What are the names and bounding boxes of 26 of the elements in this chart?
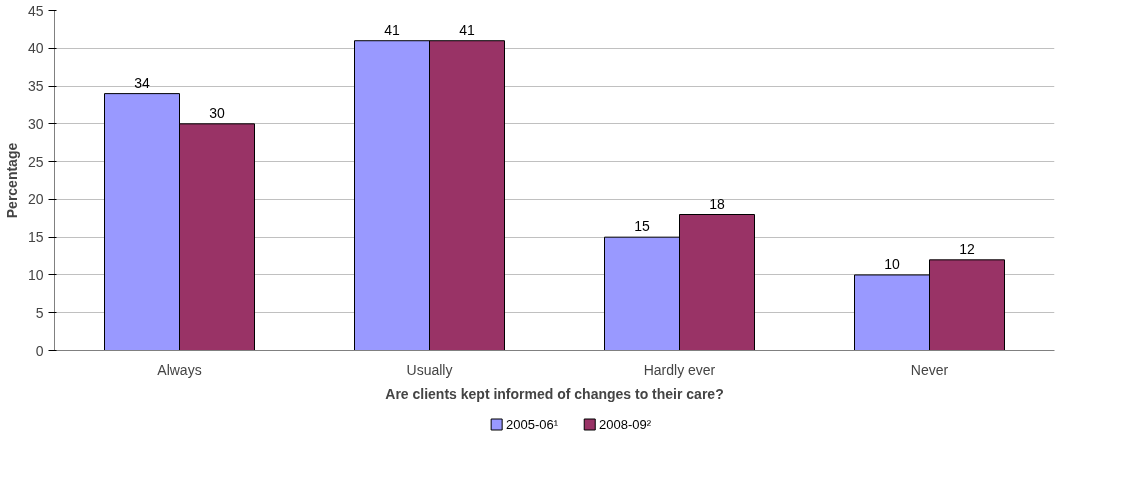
legend-label: 2005-06¹	[505, 417, 559, 432]
x-axis-title: Are clients kept informed of changes to their care?	[385, 385, 724, 402]
x-tick-label: Usually	[406, 361, 453, 378]
x-tick-label: Never	[910, 361, 949, 378]
data-label: 18	[709, 195, 725, 212]
y-tick-label: 5	[35, 304, 44, 321]
y-tick-label: 20	[27, 191, 44, 208]
data-label: 12	[959, 240, 975, 257]
x-tick-label: Hardly ever	[643, 361, 716, 378]
y-tick-label: 40	[27, 40, 44, 57]
data-label: 30	[209, 104, 225, 121]
y-axis-title: Percentage	[3, 142, 20, 219]
y-tick-label: 15	[27, 229, 44, 246]
y-tick-label: 35	[27, 78, 44, 95]
data-label: 10	[884, 255, 900, 272]
y-tick-label: 45	[27, 2, 44, 19]
y-tick-label: 0	[35, 342, 44, 359]
data-label: 41	[459, 21, 475, 38]
legend-label: 2008-09²	[599, 417, 652, 432]
y-tick-label: 10	[27, 266, 44, 283]
x-tick-label: Always	[157, 361, 202, 378]
data-label: 15	[634, 218, 650, 235]
y-tick-label: 25	[27, 153, 44, 170]
data-label: 34	[134, 74, 150, 91]
y-tick-label: 30	[27, 115, 44, 132]
data-label: 41	[384, 21, 400, 38]
